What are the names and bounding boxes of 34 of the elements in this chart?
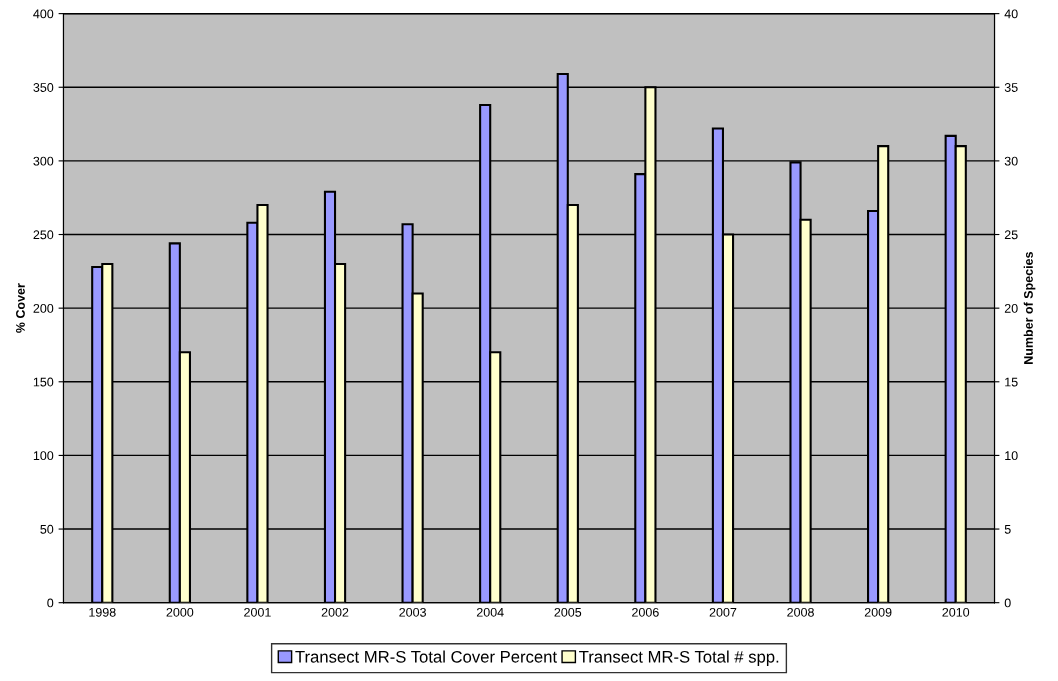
y2-tick-label: 10 bbox=[1005, 451, 1018, 461]
y-tick-label: 200 bbox=[33, 303, 54, 313]
y-axis-title: % Cover bbox=[16, 283, 25, 333]
y2-tick-label: 25 bbox=[1004, 230, 1018, 240]
y2-tick-label: 0 bbox=[1004, 598, 1011, 608]
x-tick-label: 2003 bbox=[399, 607, 426, 617]
x-tick-label: 2001 bbox=[244, 607, 271, 617]
x-tick-label: 2005 bbox=[554, 607, 582, 617]
x-tick-label: 2006 bbox=[632, 607, 659, 617]
x-tick-label: 2010 bbox=[942, 607, 970, 617]
x-tick-label: 2002 bbox=[321, 607, 349, 617]
legend-label: Transect MR-S Total Cover Percent bbox=[295, 650, 557, 663]
y-tick-label: 100 bbox=[33, 451, 54, 461]
y2-tick-label: 40 bbox=[1004, 9, 1018, 19]
y2-tick-label: 5 bbox=[1004, 524, 1011, 534]
x-tick-label: 2004 bbox=[476, 607, 504, 617]
x-tick-label: 2008 bbox=[787, 607, 814, 617]
y2-tick-label: 30 bbox=[1004, 156, 1018, 166]
y2-axis-title: Number of Species bbox=[1023, 252, 1036, 364]
x-tick-label: 2007 bbox=[709, 607, 737, 617]
y-tick-label: 350 bbox=[33, 83, 54, 92]
x-tick-label: 2000 bbox=[166, 607, 194, 617]
y2-tick-label: 35 bbox=[1004, 83, 1018, 92]
legend-label: Transect MR-S Total # spp. bbox=[579, 650, 779, 666]
y-tick-label: 250 bbox=[33, 230, 54, 240]
y-tick-label: 50 bbox=[40, 524, 54, 534]
y2-tick-label: 15 bbox=[1005, 377, 1018, 387]
y-tick-label: 400 bbox=[33, 9, 54, 19]
y-tick-label: 0 bbox=[47, 598, 54, 608]
x-tick-label: 1998 bbox=[89, 607, 116, 617]
y-tick-label: 300 bbox=[33, 156, 54, 166]
y-tick-label: 150 bbox=[33, 377, 54, 387]
x-tick-label: 2009 bbox=[864, 607, 892, 617]
y2-tick-label: 20 bbox=[1004, 303, 1018, 313]
